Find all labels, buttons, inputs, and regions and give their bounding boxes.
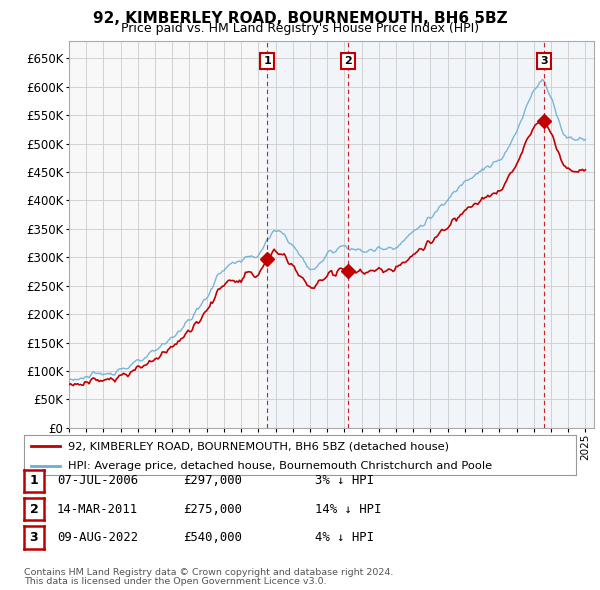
Text: 92, KIMBERLEY ROAD, BOURNEMOUTH, BH6 5BZ: 92, KIMBERLEY ROAD, BOURNEMOUTH, BH6 5BZ bbox=[92, 11, 508, 25]
Text: 14% ↓ HPI: 14% ↓ HPI bbox=[315, 503, 382, 516]
Bar bbox=[347, 41, 544, 428]
Text: £540,000: £540,000 bbox=[183, 531, 242, 544]
Text: 3: 3 bbox=[540, 56, 548, 66]
Text: 3: 3 bbox=[29, 531, 38, 544]
Text: 07-JUL-2006: 07-JUL-2006 bbox=[57, 474, 138, 487]
Text: Contains HM Land Registry data © Crown copyright and database right 2024.: Contains HM Land Registry data © Crown c… bbox=[24, 568, 394, 577]
Text: 09-AUG-2022: 09-AUG-2022 bbox=[57, 531, 138, 544]
Text: 1: 1 bbox=[263, 56, 271, 66]
Text: £275,000: £275,000 bbox=[183, 503, 242, 516]
Text: HPI: Average price, detached house, Bournemouth Christchurch and Poole: HPI: Average price, detached house, Bour… bbox=[68, 461, 492, 471]
Text: This data is licensed under the Open Government Licence v3.0.: This data is licensed under the Open Gov… bbox=[24, 578, 326, 586]
Text: 4% ↓ HPI: 4% ↓ HPI bbox=[315, 531, 374, 544]
Text: 14-MAR-2011: 14-MAR-2011 bbox=[57, 503, 138, 516]
Text: £297,000: £297,000 bbox=[183, 474, 242, 487]
Text: 3% ↓ HPI: 3% ↓ HPI bbox=[315, 474, 374, 487]
Text: 2: 2 bbox=[344, 56, 352, 66]
Bar bbox=[267, 41, 347, 428]
Text: 2: 2 bbox=[29, 503, 38, 516]
Bar bbox=[544, 41, 594, 428]
Text: 92, KIMBERLEY ROAD, BOURNEMOUTH, BH6 5BZ (detached house): 92, KIMBERLEY ROAD, BOURNEMOUTH, BH6 5BZ… bbox=[68, 441, 449, 451]
Text: Price paid vs. HM Land Registry's House Price Index (HPI): Price paid vs. HM Land Registry's House … bbox=[121, 22, 479, 35]
Text: 1: 1 bbox=[29, 474, 38, 487]
